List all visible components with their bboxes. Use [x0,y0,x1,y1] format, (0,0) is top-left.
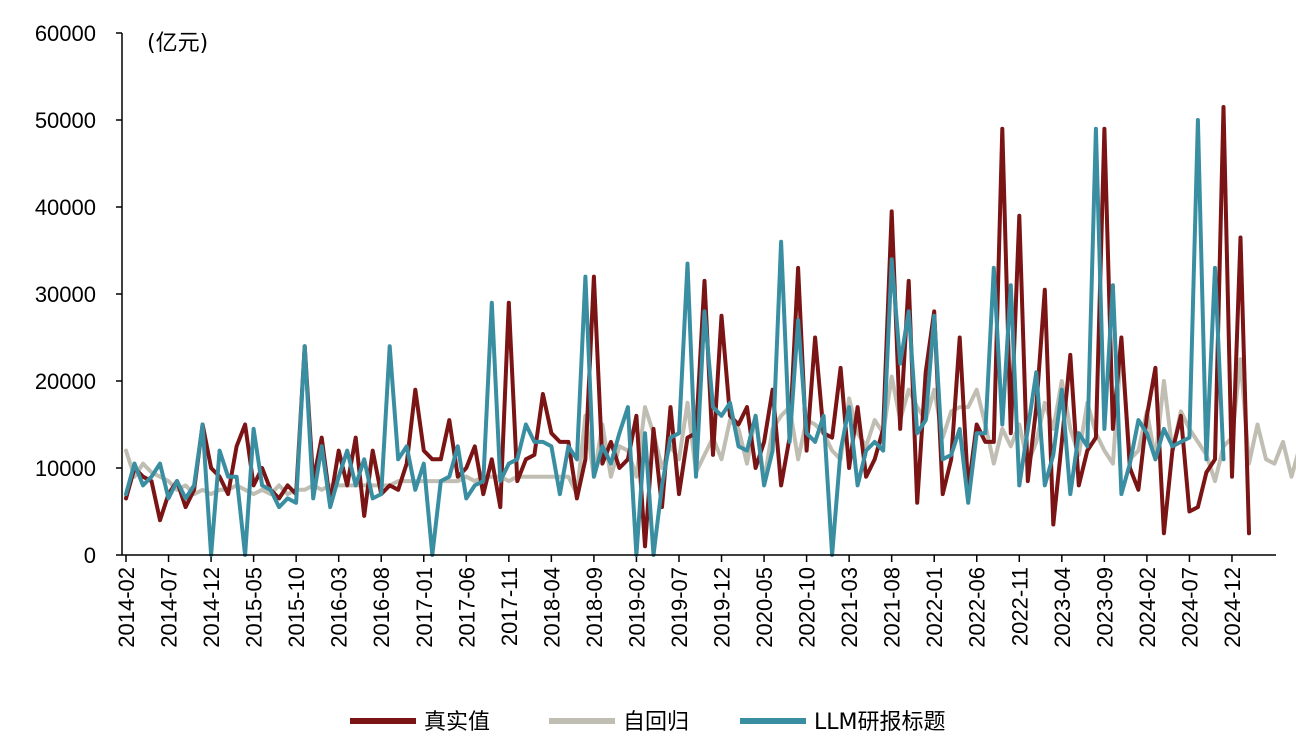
x-tick-label: 2017-06 [454,567,479,648]
y-axis-ticks: 0 10000 20000 30000 40000 50000 60000 [35,21,122,568]
legend-label: 自回归 [623,710,689,735]
x-tick-label: 2023-04 [1050,567,1075,648]
x-tick-label: 2021-08 [880,567,905,648]
y-tick-label: 0 [84,543,96,568]
x-tick-label: 2022-01 [922,567,947,648]
y-tick-label: 20000 [35,369,96,394]
x-axis-ticks: 2014-02 2014-07 2014-12 2015-05 2015-10 2016-… [114,555,1245,648]
y-tick-label: 40000 [35,195,96,220]
legend-label: LLM研报标题 [814,710,946,735]
x-tick-label: 2024-02 [1135,567,1160,648]
x-tick-label: 2024-12 [1220,567,1245,648]
legend: 真实值 自回归 LLM研报标题 [350,710,946,735]
series-lines [124,105,1296,557]
x-tick-label: 2021-03 [837,567,862,648]
x-tick-label: 2022-11 [1007,567,1032,646]
x-tick-label: 2017-11 [497,567,522,646]
x-tick-label: 2020-05 [752,567,777,648]
x-tick-label: 2015-10 [284,567,309,648]
x-tick-label: 2014-02 [114,567,139,648]
x-tick-label: 2019-02 [624,567,649,648]
x-tick-label: 2020-10 [795,567,820,648]
unit-label: (亿元) [147,31,208,56]
y-tick-label: 50000 [35,108,96,133]
x-tick-label: 2024-07 [1177,567,1202,648]
x-tick-label: 2019-12 [710,567,735,648]
x-tick-label: 2022-06 [965,567,990,648]
x-tick-label: 2019-07 [667,567,692,648]
y-tick-label: 60000 [35,21,96,46]
x-tick-label: 2015-05 [242,567,267,648]
y-tick-label: 30000 [35,282,96,307]
x-tick-label: 2018-04 [539,567,564,648]
x-tick-label: 2018-09 [582,567,607,648]
legend-label: 真实值 [424,710,490,735]
x-tick-label: 2017-01 [412,567,437,648]
y-tick-label: 10000 [35,456,96,481]
series-line-0 [124,105,1251,549]
x-tick-label: 2016-08 [369,567,394,648]
series-line-2 [124,118,1226,557]
x-tick-label: 2023-09 [1092,567,1117,648]
x-tick-label: 2014-07 [157,567,182,648]
x-tick-label: 2016-03 [327,567,352,648]
x-tick-label: 2014-12 [199,567,224,648]
